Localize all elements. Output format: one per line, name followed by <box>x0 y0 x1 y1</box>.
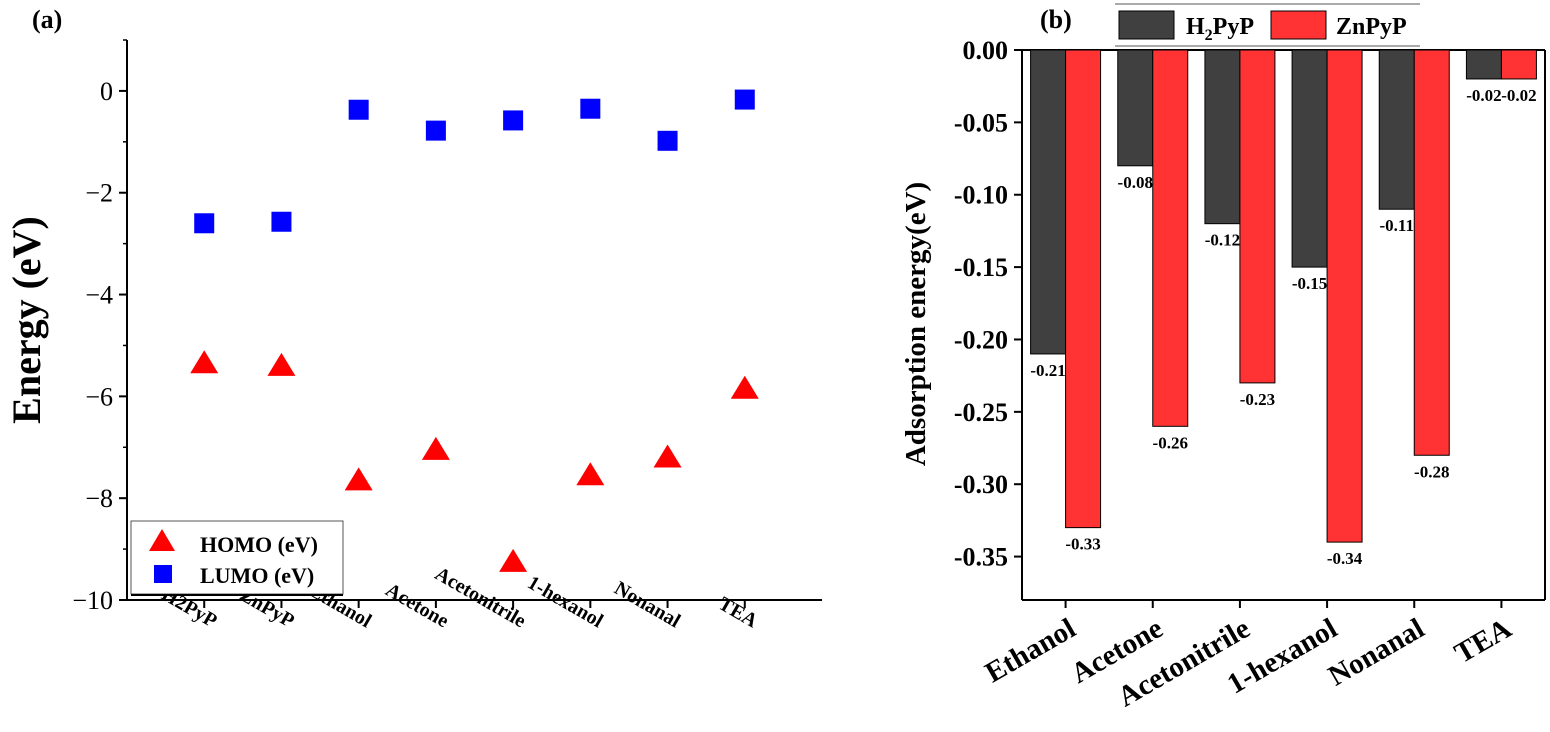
panel-b-y-axis-title: Adsorption energy(eV) <box>900 182 932 466</box>
legend-homo-marker <box>149 529 175 551</box>
panel-b-label: (b) <box>1040 5 1072 34</box>
panel-b: (b) Adsorption energy(eV) 0.00 -0.05 -0.10… <box>900 3 1546 713</box>
bar-h2pyp <box>1465 49 1502 80</box>
legend-h2pyp-label: H2PyP <box>1186 14 1254 44</box>
legend-h2pyp-swatch <box>1118 10 1175 40</box>
bar-znpyp <box>1239 49 1276 384</box>
y-tick-label: −6 <box>85 382 113 411</box>
bar-value-label: -0.15 <box>1292 274 1327 293</box>
y-tick-label: −2 <box>85 179 113 208</box>
y-tick-label: -0.35 <box>954 543 1008 572</box>
legend-lumo-marker <box>154 565 172 583</box>
x-tick-label: Ethanol <box>980 612 1081 689</box>
legend-znpyp-swatch <box>1270 10 1327 40</box>
lumo-point <box>503 110 524 131</box>
homo-point <box>344 467 373 491</box>
bar-h2pyp <box>1117 49 1154 167</box>
lumo-point <box>271 211 292 232</box>
x-tick-label: TEA <box>715 593 762 633</box>
panel-a-legend: HOMO (eV) LUMO (eV) <box>130 520 344 596</box>
bar-znpyp <box>1326 49 1363 543</box>
panel-a: (a) Energy (eV) 0−2−4−6−8−10 H2PyP ZnPyP E… <box>4 5 822 633</box>
bar-value-label: -0.08 <box>1118 173 1153 192</box>
bar-value-label: -0.21 <box>1030 361 1065 380</box>
homo-point <box>421 436 450 460</box>
bar-h2pyp <box>1030 49 1067 355</box>
bar-value-label: -0.12 <box>1205 231 1240 250</box>
homo-point <box>190 350 219 374</box>
bar-value-label: -0.11 <box>1380 216 1414 235</box>
homo-point <box>267 352 296 376</box>
x-tick-label: Nonanal <box>1323 612 1430 692</box>
y-tick-label: −8 <box>85 484 113 513</box>
lumo-point <box>348 99 369 120</box>
bar-h2pyp <box>1204 49 1241 225</box>
bar-value-label: -0.02 <box>1466 86 1501 105</box>
bar-value-label: -0.34 <box>1327 549 1363 568</box>
y-tick-label: -0.25 <box>954 398 1008 427</box>
homo-point <box>576 462 605 486</box>
bar-znpyp <box>1413 49 1450 456</box>
y-tick-label: -0.10 <box>954 181 1008 210</box>
x-tick-label: 1-hexanol <box>524 572 608 633</box>
y-tick-label: 0 <box>100 77 113 106</box>
lumo-point <box>734 89 755 110</box>
bar-h2pyp <box>1291 49 1328 268</box>
panel-a-label: (a) <box>32 5 62 34</box>
x-tick-label: Nonanal <box>610 577 684 632</box>
panel-b-legend: H2PyP ZnPyP <box>1115 3 1420 47</box>
bar-value-label: -0.33 <box>1065 535 1100 554</box>
legend-lumo-label: LUMO (eV) <box>200 563 314 588</box>
bar-znpyp <box>1065 49 1102 529</box>
lumo-point <box>194 213 215 234</box>
y-tick-label: −10 <box>72 586 113 615</box>
bar-znpyp <box>1500 49 1537 80</box>
homo-point <box>499 548 528 572</box>
y-tick-label: -0.30 <box>954 470 1008 499</box>
y-tick-label: -0.15 <box>954 253 1008 282</box>
lumo-point <box>580 98 601 119</box>
lumo-point <box>657 130 678 151</box>
bar-value-label: -0.28 <box>1414 462 1449 481</box>
bar-znpyp <box>1152 49 1189 427</box>
homo-point <box>653 444 682 468</box>
legend-homo-label: HOMO (eV) <box>200 532 318 557</box>
y-tick-label: −4 <box>85 281 113 310</box>
legend-znpyp-label: ZnPyP <box>1336 14 1407 40</box>
y-tick-label: -0.05 <box>954 108 1008 137</box>
y-tick-label: 0.00 <box>963 36 1009 65</box>
bar-value-label: -0.23 <box>1240 390 1275 409</box>
lumo-point <box>425 120 446 141</box>
x-tick-label: TEA <box>1449 612 1517 670</box>
bar-value-label: -0.26 <box>1153 433 1188 452</box>
panel-a-y-axis-title: Energy (eV) <box>4 216 49 424</box>
y-tick-label: -0.20 <box>954 325 1008 354</box>
bar-h2pyp <box>1378 49 1415 210</box>
homo-point <box>730 375 759 399</box>
bar-value-label: -0.02 <box>1501 86 1536 105</box>
